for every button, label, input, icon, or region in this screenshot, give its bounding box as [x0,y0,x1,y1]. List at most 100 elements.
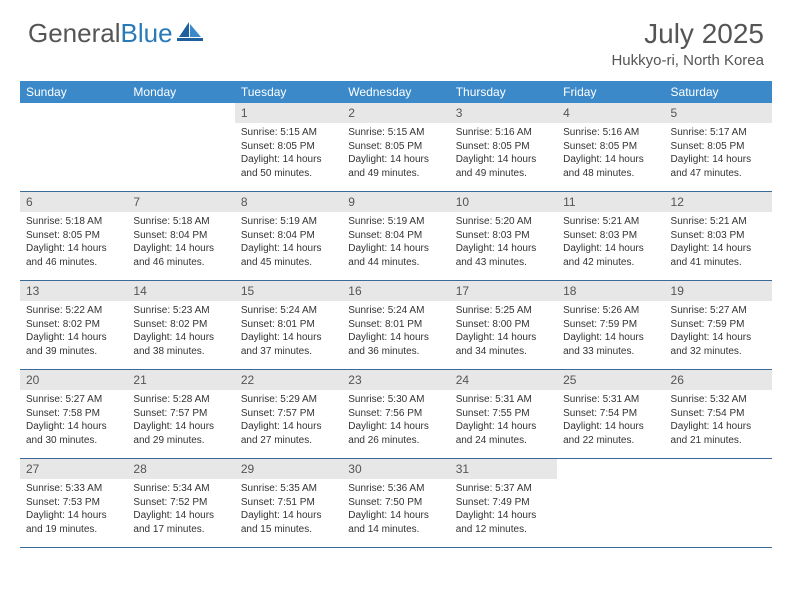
calendar: SundayMondayTuesdayWednesdayThursdayFrid… [20,81,772,548]
daylight-line: Daylight: 14 hours and 49 minutes. [348,153,443,180]
day-cell: 2Sunrise: 5:15 AMSunset: 8:05 PMDaylight… [342,103,449,191]
sunrise-line: Sunrise: 5:26 AM [563,304,658,318]
day-cell: 11Sunrise: 5:21 AMSunset: 8:03 PMDayligh… [557,192,664,280]
daylight-line: Daylight: 14 hours and 37 minutes. [241,331,336,358]
day-details: Sunrise: 5:25 AMSunset: 8:00 PMDaylight:… [450,301,557,364]
day-number: 1 [235,103,342,123]
day-details: Sunrise: 5:17 AMSunset: 8:05 PMDaylight:… [665,123,772,186]
daylight-line: Daylight: 14 hours and 34 minutes. [456,331,551,358]
day-number: 24 [450,370,557,390]
daylight-line: Daylight: 14 hours and 33 minutes. [563,331,658,358]
sunset-line: Sunset: 8:03 PM [456,229,551,243]
sunset-line: Sunset: 7:51 PM [241,496,336,510]
day-cell: 10Sunrise: 5:20 AMSunset: 8:03 PMDayligh… [450,192,557,280]
day-number: 26 [665,370,772,390]
sunrise-line: Sunrise: 5:28 AM [133,393,228,407]
day-details: Sunrise: 5:34 AMSunset: 7:52 PMDaylight:… [127,479,234,542]
day-cell: 29Sunrise: 5:35 AMSunset: 7:51 PMDayligh… [235,459,342,547]
day-number: 19 [665,281,772,301]
day-cell: 16Sunrise: 5:24 AMSunset: 8:01 PMDayligh… [342,281,449,369]
sunset-line: Sunset: 7:57 PM [241,407,336,421]
sunset-line: Sunset: 8:00 PM [456,318,551,332]
day-details: Sunrise: 5:33 AMSunset: 7:53 PMDaylight:… [20,479,127,542]
empty-cell [665,459,772,547]
day-number: 7 [127,192,234,212]
day-number: 12 [665,192,772,212]
day-number: 10 [450,192,557,212]
day-number: 22 [235,370,342,390]
sunset-line: Sunset: 7:58 PM [26,407,121,421]
sunset-line: Sunset: 7:55 PM [456,407,551,421]
sunset-line: Sunset: 8:02 PM [26,318,121,332]
week-row: 1Sunrise: 5:15 AMSunset: 8:05 PMDaylight… [20,103,772,192]
daylight-line: Daylight: 14 hours and 47 minutes. [671,153,766,180]
daylight-line: Daylight: 14 hours and 46 minutes. [133,242,228,269]
sunset-line: Sunset: 8:05 PM [563,140,658,154]
sunset-line: Sunset: 8:05 PM [671,140,766,154]
daylight-line: Daylight: 14 hours and 19 minutes. [26,509,121,536]
day-details: Sunrise: 5:36 AMSunset: 7:50 PMDaylight:… [342,479,449,542]
day-cell: 17Sunrise: 5:25 AMSunset: 8:00 PMDayligh… [450,281,557,369]
day-number: 18 [557,281,664,301]
daylight-line: Daylight: 14 hours and 36 minutes. [348,331,443,358]
logo-text-gray: General [28,18,121,49]
day-cell: 30Sunrise: 5:36 AMSunset: 7:50 PMDayligh… [342,459,449,547]
month-title: July 2025 [611,18,764,50]
day-header: Monday [127,81,234,103]
logo: GeneralBlue [28,18,203,49]
day-details: Sunrise: 5:27 AMSunset: 7:59 PMDaylight:… [665,301,772,364]
sunset-line: Sunset: 7:54 PM [563,407,658,421]
daylight-line: Daylight: 14 hours and 12 minutes. [456,509,551,536]
sunset-line: Sunset: 7:56 PM [348,407,443,421]
day-details: Sunrise: 5:24 AMSunset: 8:01 PMDaylight:… [342,301,449,364]
week-row: 13Sunrise: 5:22 AMSunset: 8:02 PMDayligh… [20,281,772,370]
day-header: Thursday [450,81,557,103]
sunset-line: Sunset: 8:05 PM [26,229,121,243]
day-header: Friday [557,81,664,103]
day-cell: 21Sunrise: 5:28 AMSunset: 7:57 PMDayligh… [127,370,234,458]
daylight-line: Daylight: 14 hours and 38 minutes. [133,331,228,358]
sunset-line: Sunset: 8:05 PM [241,140,336,154]
day-cell: 25Sunrise: 5:31 AMSunset: 7:54 PMDayligh… [557,370,664,458]
daylight-line: Daylight: 14 hours and 27 minutes. [241,420,336,447]
day-header: Sunday [20,81,127,103]
day-details: Sunrise: 5:23 AMSunset: 8:02 PMDaylight:… [127,301,234,364]
sunset-line: Sunset: 8:01 PM [241,318,336,332]
sunrise-line: Sunrise: 5:27 AM [26,393,121,407]
day-cell: 8Sunrise: 5:19 AMSunset: 8:04 PMDaylight… [235,192,342,280]
day-cell: 28Sunrise: 5:34 AMSunset: 7:52 PMDayligh… [127,459,234,547]
sunrise-line: Sunrise: 5:19 AM [348,215,443,229]
day-cell: 24Sunrise: 5:31 AMSunset: 7:55 PMDayligh… [450,370,557,458]
day-number: 4 [557,103,664,123]
day-details: Sunrise: 5:18 AMSunset: 8:05 PMDaylight:… [20,212,127,275]
sunrise-line: Sunrise: 5:25 AM [456,304,551,318]
day-number: 15 [235,281,342,301]
day-number: 29 [235,459,342,479]
daylight-line: Daylight: 14 hours and 44 minutes. [348,242,443,269]
sunset-line: Sunset: 7:53 PM [26,496,121,510]
sunset-line: Sunset: 7:57 PM [133,407,228,421]
day-number: 14 [127,281,234,301]
day-header: Tuesday [235,81,342,103]
sunrise-line: Sunrise: 5:27 AM [671,304,766,318]
day-number: 17 [450,281,557,301]
sunset-line: Sunset: 7:59 PM [671,318,766,332]
sunrise-line: Sunrise: 5:18 AM [133,215,228,229]
day-details: Sunrise: 5:20 AMSunset: 8:03 PMDaylight:… [450,212,557,275]
day-cell: 15Sunrise: 5:24 AMSunset: 8:01 PMDayligh… [235,281,342,369]
day-cell: 31Sunrise: 5:37 AMSunset: 7:49 PMDayligh… [450,459,557,547]
day-cell: 20Sunrise: 5:27 AMSunset: 7:58 PMDayligh… [20,370,127,458]
sunset-line: Sunset: 7:49 PM [456,496,551,510]
sunset-line: Sunset: 8:05 PM [348,140,443,154]
sunset-line: Sunset: 8:01 PM [348,318,443,332]
daylight-line: Daylight: 14 hours and 14 minutes. [348,509,443,536]
sunset-line: Sunset: 8:04 PM [348,229,443,243]
sunrise-line: Sunrise: 5:15 AM [241,126,336,140]
day-details: Sunrise: 5:21 AMSunset: 8:03 PMDaylight:… [665,212,772,275]
day-cell: 19Sunrise: 5:27 AMSunset: 7:59 PMDayligh… [665,281,772,369]
daylight-line: Daylight: 14 hours and 15 minutes. [241,509,336,536]
day-details: Sunrise: 5:27 AMSunset: 7:58 PMDaylight:… [20,390,127,453]
day-details: Sunrise: 5:30 AMSunset: 7:56 PMDaylight:… [342,390,449,453]
daylight-line: Daylight: 14 hours and 17 minutes. [133,509,228,536]
day-cell: 23Sunrise: 5:30 AMSunset: 7:56 PMDayligh… [342,370,449,458]
